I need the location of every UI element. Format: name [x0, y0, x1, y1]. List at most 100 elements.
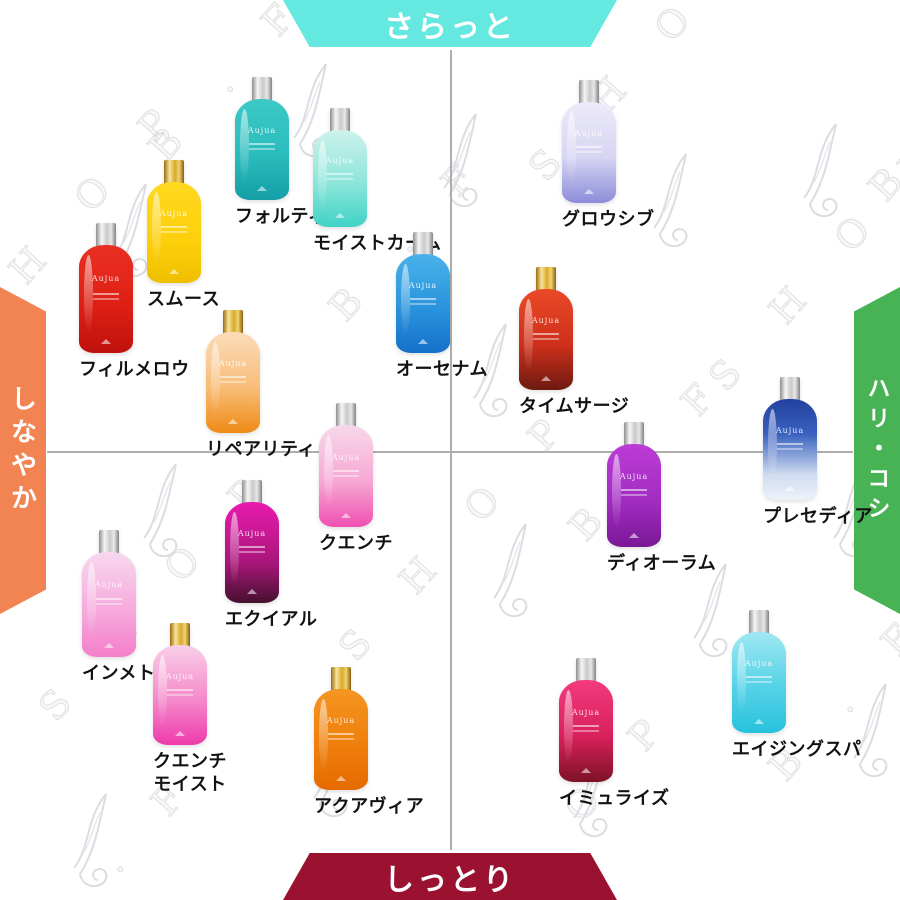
brand-logo-icon: [169, 269, 179, 274]
brand-logo-icon: [584, 189, 594, 194]
product-label: モイストカーム: [313, 233, 442, 253]
product-item: Aujua エイジングスパ: [732, 610, 861, 761]
brand-logo-icon: [228, 419, 238, 424]
bottle-brand-text: Aujua: [571, 707, 601, 717]
bottle-body: Aujua: [314, 689, 368, 790]
bottle-label-lines: [410, 297, 436, 300]
bottle-cap-icon: [536, 267, 556, 292]
bottle-body: Aujua: [153, 645, 207, 745]
brand-logo-icon: [175, 731, 185, 736]
watermark-text: B . F: [859, 16, 900, 210]
product-label: エクイアル: [225, 609, 318, 629]
product-label: クエンチ モイスト: [153, 751, 227, 794]
bottle-body: Aujua: [562, 102, 616, 203]
product-item: Aujua クエンチ: [319, 403, 393, 555]
feather-icon: [640, 150, 704, 259]
feather-icon: [130, 460, 194, 569]
bottle-label-lines: [777, 443, 803, 446]
axis-banner-left: しなやか: [0, 287, 46, 614]
bottle-cap-icon: [99, 530, 119, 555]
feather-icon: [840, 680, 900, 789]
bottle-cap-icon: [170, 623, 190, 648]
bottle-label-lines: [621, 489, 647, 492]
brand-logo-icon: [247, 589, 257, 594]
axis-label-left: しなやか: [7, 384, 38, 517]
brand-logo-icon: [335, 213, 345, 218]
bottle-body: Aujua: [147, 182, 201, 283]
vertical-axis-line: [450, 50, 452, 850]
brand-logo-icon: [257, 186, 267, 191]
bottle-cap-icon: [624, 422, 644, 447]
bottle-label-lines: [328, 733, 354, 736]
bottle-icon: Aujua: [732, 610, 786, 733]
bottle-brand-text: Aujua: [218, 359, 248, 369]
bottle-cap-icon: [413, 232, 433, 257]
bottle-icon: Aujua: [147, 160, 201, 283]
axis-label-bottom: しっとり: [384, 863, 516, 897]
product-label: タイムサージ: [519, 396, 630, 416]
bottle-cap-icon: [336, 403, 356, 428]
brand-logo-icon: [541, 376, 551, 381]
bottle-icon: Aujua: [607, 422, 661, 547]
bottle-cap-icon: [252, 77, 272, 102]
product-item: Aujua ディオーラム: [607, 422, 716, 575]
axis-banner-right: ハリ・コシ: [854, 287, 900, 614]
bottle-brand-text: Aujua: [619, 471, 649, 481]
bottle-icon: Aujua: [235, 77, 289, 200]
bottle-label-lines: [220, 376, 246, 379]
product-label: フィルメロウ: [79, 359, 190, 379]
bottle-brand-text: Aujua: [325, 156, 355, 166]
bottle-label-lines: [161, 226, 187, 229]
bottle-body: Aujua: [319, 425, 373, 527]
product-item: Aujua クエンチ モイスト: [153, 623, 227, 795]
product-item: Aujua アクアヴィア: [314, 667, 424, 818]
product-label: ディオーラム: [607, 553, 717, 573]
product-item: Aujua フィルメロウ: [79, 223, 189, 381]
axis-label-right: ハリ・コシ: [864, 375, 890, 526]
product-label: クエンチ: [319, 533, 393, 553]
bottle-brand-text: Aujua: [247, 126, 277, 136]
bottle-label-lines: [167, 689, 193, 691]
brand-logo-icon: [754, 719, 764, 724]
brand-logo-icon: [336, 776, 346, 781]
product-item: Aujua タイムサージ: [519, 267, 629, 418]
bottle-icon: Aujua: [319, 403, 373, 527]
bottle-label-lines: [96, 598, 122, 601]
feather-icon: [480, 520, 544, 629]
bottle-label-lines: [573, 724, 599, 727]
bottle-icon: Aujua: [519, 267, 573, 390]
feather-icon: [790, 120, 854, 229]
bottle-body: Aujua: [732, 632, 786, 733]
bottle-label-lines: [239, 546, 265, 549]
bottle-body: Aujua: [396, 254, 450, 353]
bottle-cap-icon: [330, 108, 350, 133]
bottle-icon: Aujua: [153, 623, 207, 745]
bottle-icon: Aujua: [314, 667, 368, 790]
bottle-label-lines: [533, 333, 559, 336]
bottle-body: Aujua: [313, 130, 367, 227]
product-label: プレセディア: [763, 506, 873, 526]
axis-label-top: さらっと: [384, 10, 516, 44]
bottle-icon: Aujua: [206, 310, 260, 433]
bottle-icon: Aujua: [82, 530, 136, 657]
product-label: スムース: [147, 289, 221, 309]
bottle-body: Aujua: [206, 332, 260, 433]
bottle-icon: Aujua: [225, 480, 279, 603]
bottle-label-lines: [576, 146, 602, 149]
bottle-body: Aujua: [225, 502, 279, 603]
bottle-brand-text: Aujua: [165, 672, 195, 681]
brand-logo-icon: [629, 533, 639, 538]
bottle-brand-text: Aujua: [531, 316, 561, 326]
product-item: Aujua モイストカーム: [313, 108, 441, 255]
product-item: Aujua リペアリティ: [206, 310, 315, 461]
bottle-brand-text: Aujua: [331, 452, 361, 462]
bottle-brand-text: Aujua: [574, 129, 604, 139]
brand-logo-icon: [785, 486, 795, 491]
watermark-text: B . F: [139, 0, 321, 170]
bottle-cap-icon: [164, 160, 184, 185]
product-item: Aujua フォルティス: [235, 77, 344, 228]
bottle-body: Aujua: [519, 289, 573, 390]
product-item: Aujua スムース: [147, 160, 220, 311]
bottle-cap-icon: [223, 310, 243, 335]
